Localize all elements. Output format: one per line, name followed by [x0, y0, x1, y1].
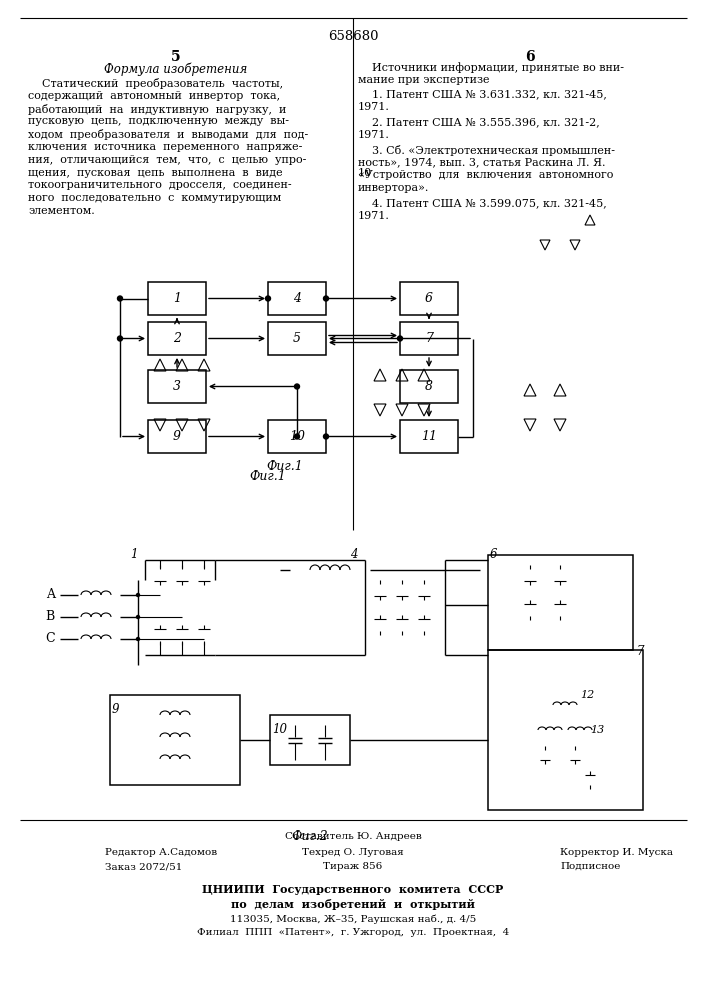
Circle shape: [117, 336, 122, 341]
Circle shape: [397, 336, 402, 341]
Text: ключения  источника  переменного  напряже-: ключения источника переменного напряже-: [28, 142, 303, 152]
Text: 12: 12: [580, 690, 595, 700]
Text: Тираж 856: Тираж 856: [323, 862, 382, 871]
Text: 13: 13: [590, 725, 604, 735]
Text: Фиг.1: Фиг.1: [267, 460, 303, 473]
Text: «Устройство  для  включения  автономного: «Устройство для включения автономного: [358, 170, 614, 180]
Text: Техред О. Луговая: Техред О. Луговая: [302, 848, 404, 857]
Text: 10: 10: [289, 430, 305, 443]
Text: щения,  пусковая  цепь  выполнена  в  виде: щения, пусковая цепь выполнена в виде: [28, 168, 283, 178]
Bar: [270, 715, 350, 765]
Text: 1. Патент США № 3.631.332, кл. 321-45,: 1. Патент США № 3.631.332, кл. 321-45,: [358, 90, 607, 100]
Bar: [488, 555, 633, 650]
Text: 1: 1: [130, 548, 137, 561]
Bar: [268, 322, 326, 355]
Text: 1971.: 1971.: [358, 130, 390, 140]
Text: ния,  отличающийся  тем,  что,  с  целью  упро-: ния, отличающийся тем, что, с целью упро…: [28, 155, 306, 165]
Text: 6: 6: [490, 548, 498, 561]
Text: 4. Патент США № 3.599.075, кл. 321-45,: 4. Патент США № 3.599.075, кл. 321-45,: [358, 198, 607, 208]
Text: C: C: [45, 633, 55, 646]
Text: 2: 2: [173, 332, 181, 345]
Circle shape: [266, 296, 271, 301]
Text: 5: 5: [293, 332, 301, 345]
Text: ходом  преобразователя  и  выводами  для  под-: ходом преобразователя и выводами для под…: [28, 129, 308, 140]
Text: A: A: [46, 588, 55, 601]
Text: 1971.: 1971.: [358, 102, 390, 112]
Text: 6: 6: [525, 50, 534, 64]
Text: Фиг.1: Фиг.1: [250, 470, 286, 483]
Circle shape: [324, 296, 329, 301]
Text: 10: 10: [272, 723, 287, 736]
Text: ность», 1974, вып. 3, статья Раскина Л. Я.: ность», 1974, вып. 3, статья Раскина Л. …: [358, 158, 605, 168]
Text: 658680: 658680: [328, 30, 378, 43]
Text: Редактор А.Садомов: Редактор А.Садомов: [105, 848, 217, 857]
Text: 9: 9: [112, 703, 119, 716]
Text: ного  последовательно  с  коммутирующим: ного последовательно с коммутирующим: [28, 193, 281, 203]
Text: Составитель Ю. Андреев: Составитель Ю. Андреев: [285, 832, 421, 841]
Text: 1: 1: [173, 292, 181, 305]
Bar: [110, 695, 240, 785]
Circle shape: [295, 384, 300, 389]
Circle shape: [295, 434, 300, 439]
Text: Источники информации, принятые во вни-: Источники информации, принятые во вни-: [358, 62, 624, 73]
Text: ЦНИИПИ  Государственного  комитета  СССР: ЦНИИПИ Государственного комитета СССР: [202, 884, 503, 895]
Bar: [148, 282, 206, 315]
Bar: [488, 650, 643, 810]
Text: 5: 5: [171, 50, 181, 64]
Text: 7: 7: [425, 332, 433, 345]
Bar: [400, 420, 458, 453]
Text: содержащий  автономный  инвертор  тока,: содержащий автономный инвертор тока,: [28, 91, 280, 101]
Text: Заказ 2072/51: Заказ 2072/51: [105, 862, 182, 871]
Text: 113035, Москва, Ж–35, Раушская наб., д. 4/5: 113035, Москва, Ж–35, Раушская наб., д. …: [230, 914, 476, 924]
Bar: [148, 420, 206, 453]
Bar: [400, 322, 458, 355]
Text: 3. Сб. «Электротехническая промышлен-: 3. Сб. «Электротехническая промышлен-: [358, 145, 615, 156]
Circle shape: [136, 638, 139, 641]
Text: 8: 8: [425, 380, 433, 393]
Text: 11: 11: [421, 430, 437, 443]
Text: 6: 6: [425, 292, 433, 305]
Bar: [268, 420, 326, 453]
Bar: [268, 282, 326, 315]
Text: Формула изобретения: Формула изобретения: [105, 62, 247, 76]
Text: 4: 4: [350, 548, 358, 561]
Text: пусковую  цепь,  подключенную  между  вы-: пусковую цепь, подключенную между вы-: [28, 116, 289, 126]
Text: 1971.: 1971.: [358, 211, 390, 221]
Bar: [400, 370, 458, 403]
Text: 4: 4: [293, 292, 301, 305]
Text: 10: 10: [358, 168, 373, 178]
Text: Подписное: Подписное: [560, 862, 620, 871]
Circle shape: [136, 593, 139, 596]
Text: 7: 7: [637, 645, 645, 658]
Text: мание при экспертизе: мание при экспертизе: [358, 75, 489, 85]
Circle shape: [136, 615, 139, 618]
Text: 9: 9: [173, 430, 181, 443]
Text: B: B: [46, 610, 55, 624]
Text: Корректор И. Муска: Корректор И. Муска: [560, 848, 673, 857]
Text: Фиг.2: Фиг.2: [291, 830, 328, 843]
Bar: [148, 322, 206, 355]
Bar: [400, 282, 458, 315]
Text: 2. Патент США № 3.555.396, кл. 321-2,: 2. Патент США № 3.555.396, кл. 321-2,: [358, 117, 600, 127]
Text: Филиал  ППП  «Патент»,  г. Ужгород,  ул.  Проектная,  4: Филиал ППП «Патент», г. Ужгород, ул. Про…: [197, 928, 509, 937]
Text: 3: 3: [173, 380, 181, 393]
Text: токоограничительного  дросселя,  соединен-: токоограничительного дросселя, соединен-: [28, 180, 291, 190]
Text: по  делам  изобретений  и  открытий: по делам изобретений и открытий: [231, 899, 475, 910]
Text: инвертора».: инвертора».: [358, 183, 429, 193]
Bar: [148, 370, 206, 403]
Text: работающий  на  индуктивную  нагрузку,  и: работающий на индуктивную нагрузку, и: [28, 104, 286, 115]
Text: Статический  преобразователь  частоты,: Статический преобразователь частоты,: [28, 78, 283, 89]
Circle shape: [324, 434, 329, 439]
Text: элементом.: элементом.: [28, 206, 95, 216]
Circle shape: [117, 296, 122, 301]
